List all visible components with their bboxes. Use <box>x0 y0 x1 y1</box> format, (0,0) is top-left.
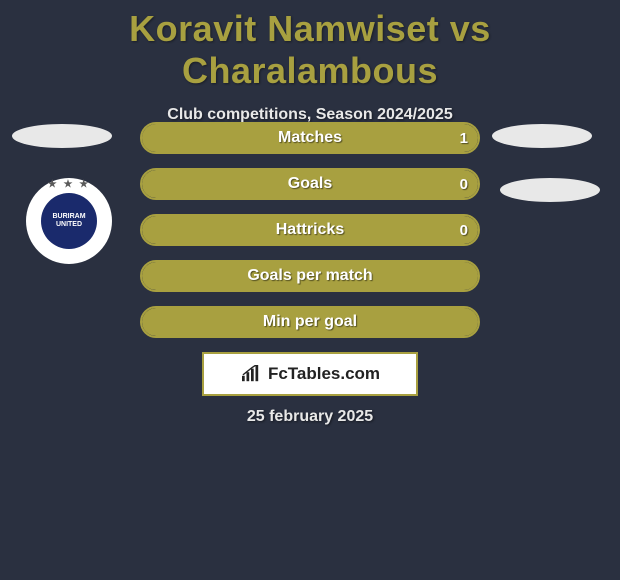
left-club-badge: BURIRAM UNITED <box>26 178 112 264</box>
stats-container: Matches1Goals0Hattricks0Goals per matchM… <box>140 122 480 352</box>
brand-text: FcTables.com <box>268 364 380 384</box>
chart-icon <box>240 365 262 383</box>
right-player-placeholder-1 <box>492 124 592 148</box>
stat-value-right: 1 <box>460 124 468 152</box>
stat-row: Goals0 <box>140 168 480 200</box>
stat-label: Min per goal <box>142 308 478 336</box>
club-badge-label: BURIRAM UNITED <box>41 193 97 249</box>
brand-box: FcTables.com <box>202 352 418 396</box>
stat-value-right: 0 <box>460 170 468 198</box>
stat-row: Goals per match <box>140 260 480 292</box>
stat-label: Goals <box>142 170 478 198</box>
stat-row: Hattricks0 <box>140 214 480 246</box>
stat-label: Hattricks <box>142 216 478 244</box>
right-player-placeholder-2 <box>500 178 600 202</box>
stat-label: Matches <box>142 124 478 152</box>
footer-date: 25 february 2025 <box>0 408 620 426</box>
stat-row: Matches1 <box>140 122 480 154</box>
page-title: Koravit Namwiset vs Charalambous <box>0 0 620 92</box>
stat-row: Min per goal <box>140 306 480 338</box>
stat-label: Goals per match <box>142 262 478 290</box>
left-player-placeholder <box>12 124 112 148</box>
stat-value-right: 0 <box>460 216 468 244</box>
